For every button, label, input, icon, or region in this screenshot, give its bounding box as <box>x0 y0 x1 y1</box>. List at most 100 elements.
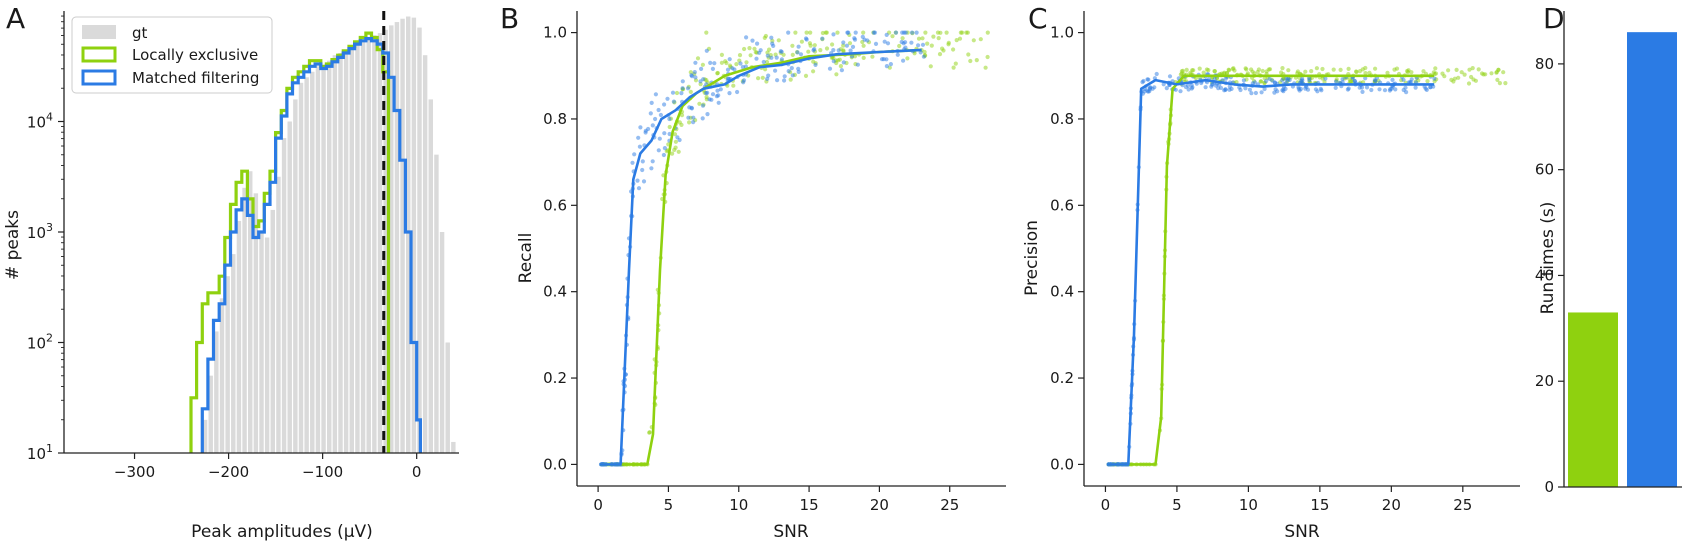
panel-d-ylabel: Run times (s) <box>1538 202 1558 315</box>
scatter-point <box>1197 66 1202 71</box>
scatter-point <box>823 30 828 35</box>
scatter-point <box>850 44 856 50</box>
legend-swatch-gt <box>82 25 116 39</box>
scatter-point <box>1408 79 1413 85</box>
scatter-point <box>1307 78 1312 83</box>
x-tick-label: 5 <box>1172 496 1182 514</box>
scatter-point <box>1352 79 1357 84</box>
panel-letter-b: B <box>500 2 519 35</box>
scatter-point <box>965 30 970 35</box>
series-line-locally-exclusive <box>1106 74 1435 466</box>
scatter-point <box>1206 68 1211 73</box>
gt-bar <box>372 35 377 454</box>
scatter-point <box>662 102 667 107</box>
scatter-point <box>738 61 743 66</box>
scatter-point <box>1481 72 1486 77</box>
scatter-point <box>1440 71 1445 76</box>
scatter-point <box>673 139 679 144</box>
scatter-point <box>790 73 795 78</box>
scatter-point <box>1401 77 1406 82</box>
scatter-point <box>1421 69 1426 74</box>
scatter-point <box>685 86 691 91</box>
gt-bar <box>434 154 439 453</box>
scatter-point <box>796 44 801 49</box>
gt-bar <box>202 419 208 453</box>
scatter-point <box>831 59 836 64</box>
scatter-point <box>675 135 680 140</box>
scatter-point <box>737 53 743 58</box>
scatter-point <box>700 103 706 108</box>
scatter-point <box>1238 87 1243 93</box>
scatter-point <box>1296 86 1301 91</box>
scatter-point <box>1431 70 1436 75</box>
scatter-point <box>1476 67 1481 72</box>
scatter-point <box>954 38 959 43</box>
scatter-point <box>899 39 904 45</box>
scatter-point <box>636 135 641 140</box>
panel-b-axes: 0 5 10 15 20 25 0.0 0.2 0.4 0.6 0.8 1.0 <box>543 11 1006 514</box>
scatter-point <box>968 58 973 64</box>
scatter-point <box>893 30 899 35</box>
scatter-point <box>680 79 685 84</box>
scatter-point <box>1425 79 1430 84</box>
scatter-point <box>834 72 839 77</box>
scatter-point <box>1249 91 1254 96</box>
scatter-point <box>680 86 685 91</box>
scatter-point <box>641 179 647 184</box>
scatter-point <box>741 78 747 83</box>
x-tick-label: 5 <box>664 496 674 514</box>
runtime-bar-matched-filtering <box>1627 32 1677 488</box>
precision-lines <box>1106 74 1435 466</box>
scatter-point <box>1270 78 1275 83</box>
scatter-point <box>1264 79 1269 84</box>
gt-bar <box>428 99 434 454</box>
scatter-point <box>1212 69 1217 74</box>
scatter-point <box>630 160 635 165</box>
scatter-point <box>704 94 709 100</box>
gt-bar <box>287 121 292 453</box>
panel-b-ylabel: Recall <box>516 233 536 284</box>
scatter-point <box>662 131 667 136</box>
panel-d-runtimes: 0 20 40 60 80 Run times (s) <box>1535 11 1682 496</box>
panel-c-axes: 0 5 10 15 20 25 0.0 0.2 0.4 0.6 0.8 1.0 <box>1050 11 1520 514</box>
scatter-point <box>1280 78 1285 83</box>
x-tick-label: 25 <box>1453 496 1472 514</box>
y-tick-label: 0.4 <box>543 283 567 301</box>
scatter-point <box>884 32 889 38</box>
scatter-point <box>754 56 759 61</box>
scatter-point <box>788 77 793 82</box>
panel-a-histogram: −300 −200 −100 0 101 102 103 104 Peak amplitude… <box>3 11 459 542</box>
scatter-point <box>774 55 779 60</box>
scatter-point <box>1154 71 1159 77</box>
scatter-point <box>757 50 762 55</box>
gt-bar <box>293 99 298 454</box>
series-line-matched-filtering <box>599 48 922 466</box>
gt-bar <box>417 27 422 453</box>
x-tick-label: −100 <box>302 463 343 481</box>
scatter-point <box>750 38 755 43</box>
scatter-point <box>771 43 776 49</box>
scatter-point <box>761 59 766 65</box>
scatter-point <box>718 87 723 92</box>
scatter-point <box>1167 74 1173 79</box>
scatter-point <box>1262 86 1267 92</box>
scatter-point <box>691 120 696 125</box>
y-tick-label: 80 <box>1535 55 1554 73</box>
scatter-point <box>687 120 692 125</box>
y-tick-label: 40 <box>1535 266 1554 284</box>
scatter-point <box>811 69 816 74</box>
scatter-point <box>744 35 749 40</box>
scatter-point <box>921 54 927 59</box>
panel-c-ylabel: Precision <box>1022 220 1042 296</box>
scatter-point <box>1377 87 1382 92</box>
y-tick-label: 102 <box>27 332 53 353</box>
scatter-point <box>1322 79 1327 85</box>
scatter-point <box>916 43 921 48</box>
gt-bar <box>326 60 332 453</box>
scatter-point <box>679 91 684 96</box>
scatter-point <box>1466 81 1472 86</box>
y-tick-label: 0.4 <box>1050 283 1074 301</box>
scatter-point <box>1140 80 1145 85</box>
scatter-point <box>1432 76 1437 81</box>
